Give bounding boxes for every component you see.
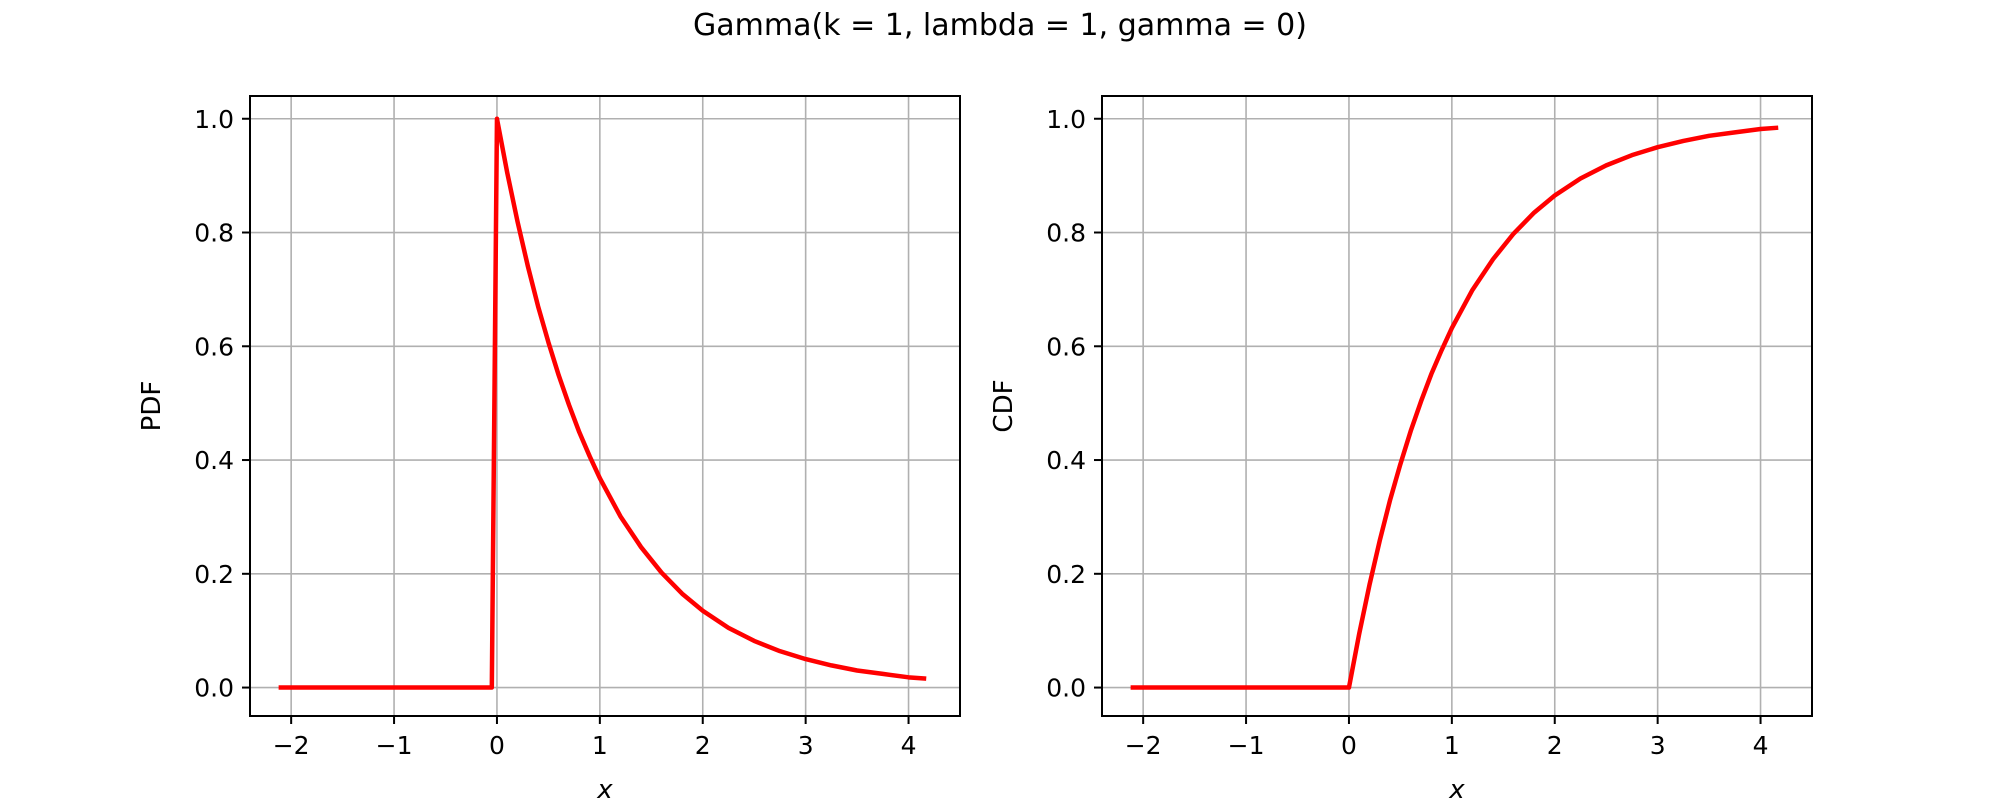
chart-panel-2: −2 −1 0 1 2 3 4 0.0 0.2 0.4 0.6 0.8 1.0 x CDF <box>989 95 1813 804</box>
x-tick-label: 4 <box>901 731 917 760</box>
axes-frame <box>1101 95 1813 717</box>
figure-title: Gamma(k = 1, lambda = 1, gamma = 0) <box>693 8 1307 43</box>
y-tick-label: 0.6 <box>1046 332 1086 361</box>
x-tick-label: 1 <box>1444 731 1460 760</box>
y-tick-label: 0.2 <box>194 560 234 589</box>
x-tick-label: 3 <box>798 731 814 760</box>
y-tick-label: 0.8 <box>194 219 234 248</box>
y-axis-label: CDF <box>989 379 1019 432</box>
y-tick-label: 0.6 <box>194 332 234 361</box>
x-tick-label: 2 <box>1547 731 1563 760</box>
x-tick-label: 4 <box>1753 731 1769 760</box>
axes-frame <box>249 95 961 717</box>
x-tick-label: 0 <box>489 731 505 760</box>
series-line <box>1130 125 1779 690</box>
x-tick-label: 0 <box>1341 731 1357 760</box>
x-tick-label: −1 <box>1228 731 1265 760</box>
x-tick-label: −2 <box>1125 731 1162 760</box>
y-tick-label: 0.0 <box>194 674 234 703</box>
y-tick-label: 0.8 <box>1046 219 1086 248</box>
x-tick-label: 2 <box>695 731 711 760</box>
x-tick-label: −1 <box>376 731 413 760</box>
y-tick-label: 0.4 <box>1046 446 1086 475</box>
y-tick-label: 0.4 <box>194 446 234 475</box>
y-tick-label: 0.0 <box>1046 674 1086 703</box>
x-axis-label: x <box>596 775 613 800</box>
y-tick-label: 1.0 <box>1046 105 1086 134</box>
series-line <box>278 116 927 690</box>
y-tick-label: 0.2 <box>1046 560 1086 589</box>
x-tick-label: −2 <box>273 731 310 760</box>
x-tick-label: 1 <box>592 731 608 760</box>
y-tick-label: 1.0 <box>194 105 234 134</box>
x-axis-label: x <box>1448 775 1465 800</box>
y-axis-label: PDF <box>137 381 167 432</box>
chart-panel-1: −2 −1 0 1 2 3 4 0.0 0.2 0.4 0.6 0.8 1.0 x PDF <box>137 95 961 804</box>
x-tick-label: 3 <box>1650 731 1666 760</box>
